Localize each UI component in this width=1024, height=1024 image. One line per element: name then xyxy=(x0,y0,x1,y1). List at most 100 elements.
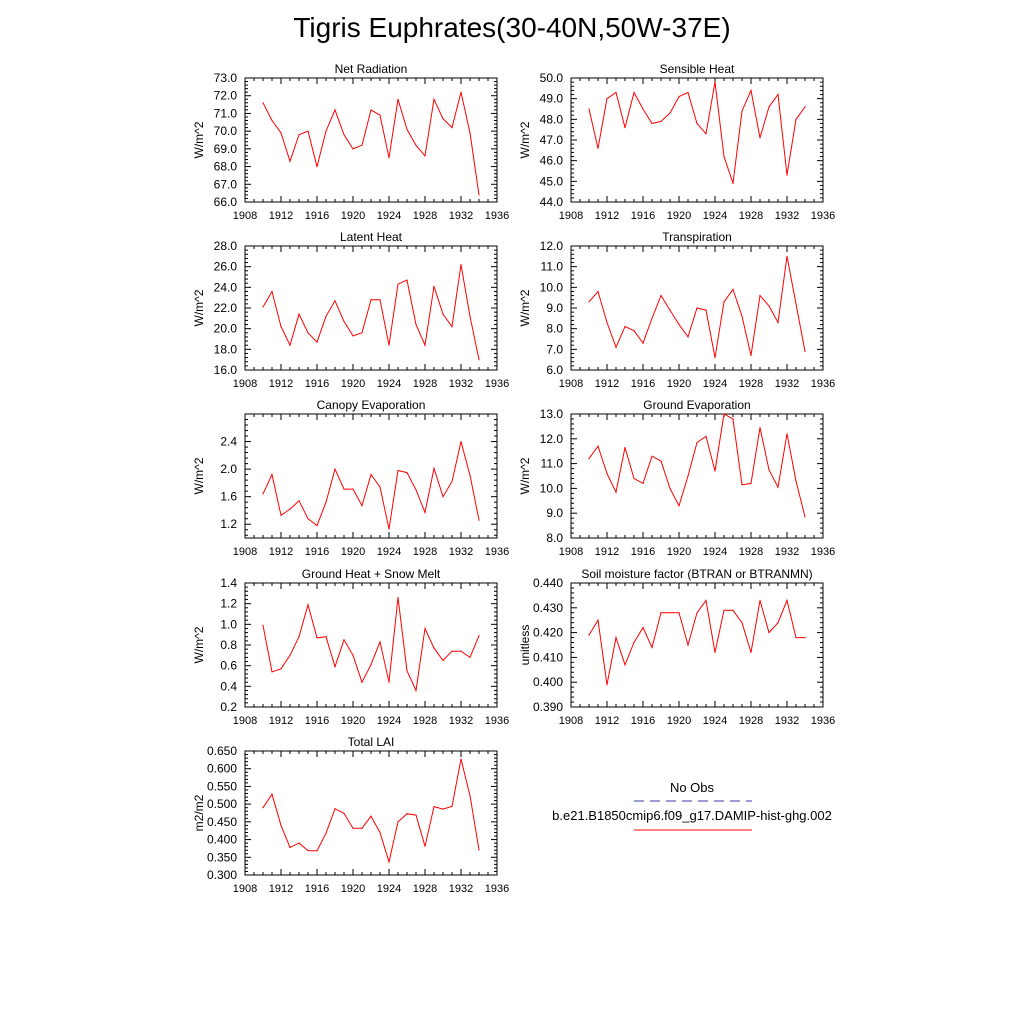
x-tick-label: 1920 xyxy=(341,378,365,390)
plot-frame xyxy=(570,413,824,539)
y-tick-label: 1.2 xyxy=(220,517,237,531)
y-tick-label: 0.4 xyxy=(220,679,237,693)
data-point xyxy=(651,122,653,125)
data-point xyxy=(397,469,399,472)
chart-panel-6: Ground Evaporation W/m^2 1908 1912 1916 1920 1… xyxy=(518,398,835,558)
x-tick-label: 1912 xyxy=(595,715,619,727)
data-point xyxy=(361,505,363,507)
y-axis-label: W/m^2 xyxy=(192,121,206,158)
data-point xyxy=(361,681,363,683)
plot-frame xyxy=(570,77,824,203)
data-point xyxy=(289,846,291,849)
data-point xyxy=(597,147,599,149)
data-point xyxy=(795,480,797,482)
data-point xyxy=(442,808,444,810)
data-point xyxy=(280,132,282,134)
data-point xyxy=(451,480,453,483)
data-point xyxy=(460,650,462,652)
data-point xyxy=(451,326,453,328)
data-point xyxy=(406,128,408,130)
data-point xyxy=(325,315,327,317)
y-tick-label: 0.550 xyxy=(207,779,237,793)
y-tick-label: 24.0 xyxy=(214,280,238,294)
x-tick-label: 1932 xyxy=(449,715,473,727)
data-point xyxy=(660,612,662,614)
y-axis-label: W/m^2 xyxy=(192,457,206,494)
data-point xyxy=(777,486,779,488)
data-point xyxy=(633,91,635,94)
y-tick-label: 70.0 xyxy=(214,124,238,138)
data-point xyxy=(795,118,797,120)
data-point xyxy=(307,604,309,606)
data-point xyxy=(624,127,626,129)
data-point xyxy=(352,148,354,150)
y-tick-label: 2.0 xyxy=(220,462,237,476)
data-point xyxy=(262,624,264,627)
y-tick-label: 47.0 xyxy=(540,133,564,147)
chart-panel-9: Total LAI m2/m2 1908 1912 1916 1920 1924 1928 19… xyxy=(192,735,509,895)
chart-title: Soil moisture factor (BTRAN or BTRANMN) xyxy=(581,567,812,581)
y-tick-label: 9.0 xyxy=(546,301,563,315)
data-point xyxy=(379,486,381,488)
data-point xyxy=(588,108,590,110)
data-point xyxy=(696,307,698,309)
data-point xyxy=(271,474,273,476)
data-point xyxy=(442,313,444,315)
data-point xyxy=(777,93,779,96)
data-point xyxy=(714,651,716,654)
y-tick-label: 1.0 xyxy=(220,617,237,631)
data-point xyxy=(651,455,653,457)
x-tick-label: 1916 xyxy=(631,210,655,222)
data-point xyxy=(370,815,372,817)
x-tick-label: 1924 xyxy=(377,210,401,222)
data-point xyxy=(696,612,698,614)
x-tick-label: 1928 xyxy=(739,715,763,727)
y-tick-label: 22.0 xyxy=(214,301,238,315)
data-point xyxy=(343,812,345,815)
y-tick-label: 11.0 xyxy=(541,260,564,274)
x-tick-label: 1908 xyxy=(233,546,257,558)
data-point xyxy=(478,635,480,637)
y-tick-label: 71.0 xyxy=(214,106,238,120)
x-tick-label: 1932 xyxy=(449,883,473,895)
data-point xyxy=(714,357,716,359)
data-point xyxy=(397,283,399,285)
data-point xyxy=(451,805,453,807)
data-point xyxy=(588,458,590,460)
data-point xyxy=(298,134,300,136)
data-point xyxy=(406,472,408,474)
data-point xyxy=(705,435,707,437)
x-tick-label: 1920 xyxy=(667,210,691,222)
data-point xyxy=(660,295,662,297)
y-tick-label: 0.650 xyxy=(207,744,237,758)
data-point xyxy=(433,98,435,100)
data-point xyxy=(298,500,300,502)
legend: No Obs b.e21.B1850cmip6.f09_g17.DAMIP-hi… xyxy=(552,780,832,831)
data-point xyxy=(280,668,282,670)
y-tick-label: 0.300 xyxy=(207,868,237,882)
y-tick-label: 10.0 xyxy=(540,280,564,294)
data-point xyxy=(370,109,372,111)
y-tick-label: 20.0 xyxy=(214,322,238,336)
y-tick-label: 0.410 xyxy=(533,650,563,664)
data-point xyxy=(741,484,743,486)
x-tick-label: 1912 xyxy=(269,546,293,558)
data-point xyxy=(406,670,408,672)
legend-model-label: b.e21.B1850cmip6.f09_g17.DAMIP-hist-ghg.… xyxy=(552,808,832,823)
data-point xyxy=(262,493,264,495)
data-point xyxy=(804,516,806,518)
data-point xyxy=(633,641,635,644)
x-tick-label: 1920 xyxy=(667,378,691,390)
y-tick-label: 11.0 xyxy=(541,457,564,471)
x-tick-label: 1920 xyxy=(341,715,365,727)
data-point xyxy=(262,807,264,809)
data-point xyxy=(352,488,354,490)
x-tick-label: 1916 xyxy=(305,715,329,727)
data-point xyxy=(606,472,608,475)
y-tick-label: 28.0 xyxy=(214,239,238,253)
x-tick-label: 1916 xyxy=(631,378,655,390)
data-point xyxy=(687,475,689,477)
x-tick-label: 1924 xyxy=(703,378,727,390)
x-tick-label: 1936 xyxy=(485,883,509,895)
data-point xyxy=(343,488,345,490)
